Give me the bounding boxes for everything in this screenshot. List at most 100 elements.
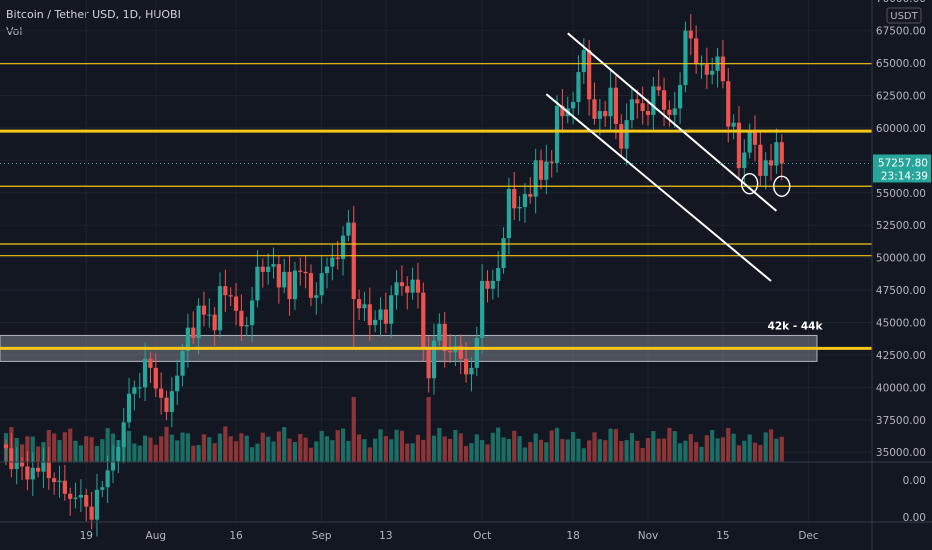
candle-body	[319, 273, 324, 296]
volume-bar	[613, 429, 618, 462]
volume-bar	[571, 431, 576, 462]
volume-indicator-label[interactable]: Vol	[6, 25, 23, 38]
volume-bar	[645, 437, 651, 462]
volume-bar	[250, 447, 255, 462]
volume-bar	[768, 429, 774, 462]
candle-body	[137, 387, 142, 389]
volume-bar	[549, 430, 554, 462]
volume-bar	[758, 444, 763, 462]
candle-body	[105, 470, 110, 488]
volume-bar	[308, 447, 314, 462]
candle-body	[52, 478, 57, 483]
candle-body	[490, 280, 495, 289]
volume-bar	[763, 432, 768, 462]
candle-body	[704, 64, 709, 75]
volume-bar	[453, 429, 458, 462]
volume-bar	[731, 433, 736, 462]
support-zone-label: 42k - 44k	[768, 320, 824, 332]
volume-bar	[554, 427, 560, 462]
candle-body	[774, 142, 779, 166]
volume-bar	[30, 436, 35, 462]
volume-bar	[287, 438, 292, 462]
candle-body	[747, 131, 752, 153]
candle-body	[742, 152, 747, 169]
candle-body	[678, 85, 683, 109]
volume-bar	[330, 440, 335, 462]
candle-body	[581, 50, 586, 73]
volume-bar	[683, 440, 688, 462]
candle-body	[597, 111, 602, 119]
candle-body	[340, 235, 346, 259]
candle-body	[469, 367, 474, 375]
volume-bar	[378, 429, 383, 462]
volume-bar	[421, 439, 426, 462]
candle-body	[667, 109, 672, 115]
volume-bar	[153, 444, 158, 462]
candle-body	[383, 309, 388, 324]
candle-body	[554, 105, 560, 163]
candle-body	[608, 87, 613, 117]
candle-body	[217, 286, 223, 331]
candle-body	[94, 489, 100, 520]
volume-bar	[661, 438, 667, 462]
volume-bar	[779, 436, 784, 462]
candle-body	[373, 319, 378, 326]
volume-bar	[603, 440, 608, 462]
volume-bar	[78, 445, 83, 462]
candle-body	[640, 103, 645, 112]
volume-bar	[100, 439, 105, 462]
candle-body	[271, 264, 276, 267]
volume-bar	[239, 433, 244, 462]
candle-body	[233, 296, 239, 311]
y-tick-label: 52500.00	[876, 220, 926, 232]
volume-bar	[105, 428, 110, 462]
x-tick-label: Sep	[312, 530, 332, 542]
candle-countdown: 23:14:39	[881, 170, 928, 182]
volume-bar	[255, 443, 260, 462]
candle-body	[324, 266, 330, 274]
candle-body	[768, 160, 774, 166]
candle-body	[533, 160, 538, 197]
candle-body	[517, 207, 522, 209]
candle-body	[672, 108, 677, 115]
candle-body	[41, 462, 46, 472]
volume-bar	[148, 437, 153, 462]
candle-body	[116, 447, 121, 462]
candle-body	[84, 495, 89, 507]
volume-axis-label: 0.00	[903, 475, 926, 487]
trendline	[567, 32, 778, 212]
volume-bar	[207, 437, 212, 462]
candle-body	[763, 160, 768, 176]
volume-bar	[335, 430, 340, 462]
volume-bar	[710, 429, 715, 462]
candle-body	[207, 314, 212, 316]
volume-bar	[726, 427, 731, 462]
currency-label: USDT	[890, 11, 918, 22]
volume-bar	[319, 430, 324, 462]
candle-body	[175, 375, 180, 392]
volume-bar	[672, 431, 677, 462]
volume-bar	[340, 428, 346, 462]
candle-body	[3, 444, 9, 449]
x-tick-label: 15	[716, 530, 729, 542]
volume-bar	[367, 447, 372, 462]
volume-bar	[742, 440, 747, 462]
circle-annotation	[740, 172, 759, 195]
y-tick-label: 47500.00	[876, 285, 926, 297]
candle-body	[421, 292, 426, 349]
candle-body	[14, 462, 19, 470]
volume-bar	[212, 443, 217, 462]
volume-bar	[640, 447, 645, 462]
volume-bar	[36, 446, 41, 462]
volume-bar	[298, 434, 303, 462]
candle-body	[688, 30, 693, 39]
volume-bar	[266, 436, 271, 462]
volume-bar	[656, 438, 661, 462]
volume-bar	[19, 444, 25, 462]
candle-body	[126, 393, 132, 423]
volume-bar	[223, 426, 228, 462]
candle-body	[442, 323, 447, 352]
candle-body	[651, 86, 656, 115]
volume-bar	[233, 441, 239, 462]
